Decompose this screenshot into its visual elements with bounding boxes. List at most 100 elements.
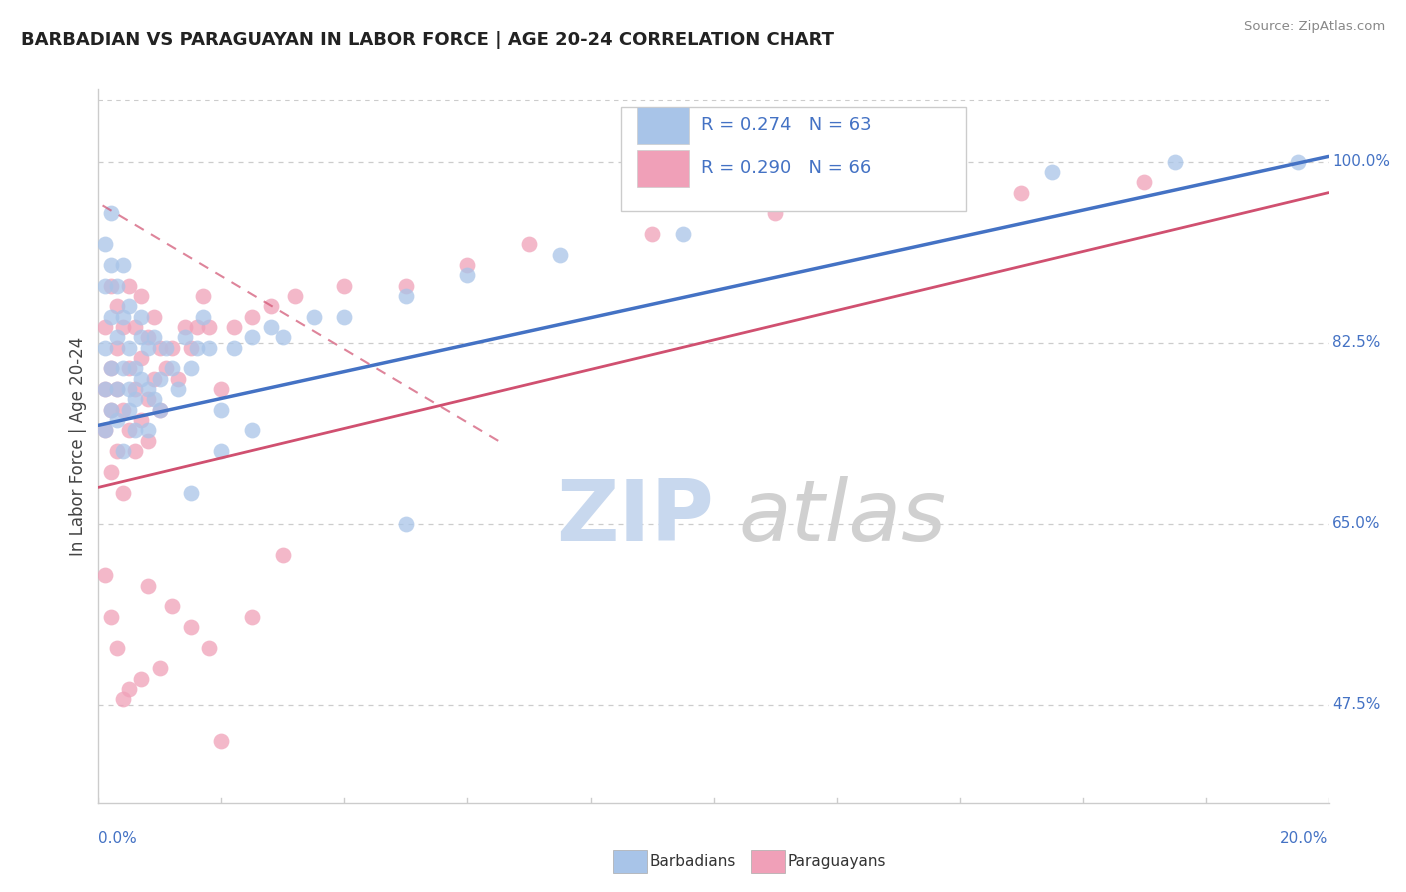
Point	[149, 372, 172, 386]
Point	[260, 299, 283, 313]
Point	[105, 341, 128, 355]
Point	[211, 402, 233, 417]
Point	[105, 640, 128, 655]
Text: 65.0%: 65.0%	[1333, 516, 1381, 531]
Point	[93, 237, 115, 252]
Point	[136, 579, 159, 593]
Point	[240, 609, 263, 624]
FancyBboxPatch shape	[637, 107, 689, 145]
Point	[180, 620, 202, 634]
Point	[155, 361, 177, 376]
Point	[456, 268, 478, 283]
Point	[93, 382, 115, 396]
Point	[456, 258, 478, 272]
Point	[105, 382, 128, 396]
Point	[118, 382, 141, 396]
Text: ZIP: ZIP	[555, 475, 714, 559]
Point	[124, 392, 146, 407]
Point	[162, 599, 183, 614]
Text: 0.0%: 0.0%	[98, 831, 138, 846]
Point	[105, 444, 128, 458]
Point	[100, 278, 122, 293]
Text: R = 0.290   N = 66: R = 0.290 N = 66	[702, 159, 872, 177]
Point	[93, 382, 115, 396]
Point	[333, 278, 356, 293]
Point	[167, 382, 190, 396]
Point	[100, 609, 122, 624]
Point	[118, 361, 141, 376]
Point	[124, 320, 146, 334]
Point	[240, 310, 263, 324]
Text: Paraguayans: Paraguayans	[787, 855, 886, 869]
Point	[918, 186, 941, 200]
Text: Barbadians: Barbadians	[650, 855, 735, 869]
Point	[124, 444, 146, 458]
Point	[302, 310, 325, 324]
Point	[136, 330, 159, 344]
Point	[131, 351, 153, 365]
Point	[180, 485, 202, 500]
Point	[112, 402, 135, 417]
Point	[124, 382, 146, 396]
Point	[173, 320, 195, 334]
Point	[763, 196, 786, 211]
Point	[118, 681, 141, 696]
Point	[105, 278, 128, 293]
Point	[548, 248, 571, 262]
Point	[100, 402, 122, 417]
Text: Source: ZipAtlas.com: Source: ZipAtlas.com	[1244, 20, 1385, 33]
Point	[284, 289, 307, 303]
Point	[155, 341, 177, 355]
Point	[100, 310, 122, 324]
Point	[118, 278, 141, 293]
Point	[93, 424, 115, 438]
FancyBboxPatch shape	[637, 150, 689, 187]
Point	[112, 361, 135, 376]
Point	[271, 548, 294, 562]
Point	[118, 299, 141, 313]
Point	[149, 661, 172, 675]
Point	[118, 424, 141, 438]
Point	[1164, 154, 1187, 169]
Point	[395, 516, 418, 531]
Point	[100, 361, 122, 376]
Point	[100, 402, 122, 417]
Point	[142, 392, 165, 407]
Point	[112, 320, 135, 334]
Point	[260, 320, 283, 334]
Point	[222, 320, 245, 334]
Point	[93, 341, 115, 355]
Point	[136, 382, 159, 396]
Text: R = 0.274   N = 63: R = 0.274 N = 63	[702, 116, 872, 134]
Point	[1133, 175, 1156, 189]
Point	[93, 424, 115, 438]
Text: BARBADIAN VS PARAGUAYAN IN LABOR FORCE | AGE 20-24 CORRELATION CHART: BARBADIAN VS PARAGUAYAN IN LABOR FORCE |…	[21, 31, 834, 49]
Point	[105, 330, 128, 344]
Point	[131, 289, 153, 303]
Point	[131, 330, 153, 344]
Point	[112, 258, 135, 272]
Text: atlas: atlas	[738, 475, 946, 559]
Point	[124, 361, 146, 376]
Point	[672, 227, 695, 241]
Y-axis label: In Labor Force | Age 20-24: In Labor Force | Age 20-24	[69, 336, 87, 556]
Point	[191, 289, 214, 303]
Point	[112, 485, 135, 500]
Point	[763, 206, 786, 220]
Point	[149, 341, 172, 355]
Point	[180, 361, 202, 376]
Point	[118, 402, 141, 417]
Point	[186, 341, 208, 355]
Point	[131, 310, 153, 324]
Point	[124, 424, 146, 438]
Point	[149, 402, 172, 417]
Point	[191, 310, 214, 324]
Point	[93, 320, 115, 334]
Point	[180, 341, 202, 355]
FancyBboxPatch shape	[621, 107, 966, 211]
Point	[136, 341, 159, 355]
Point	[93, 568, 115, 582]
Point	[1286, 154, 1309, 169]
Point	[105, 413, 128, 427]
Point	[395, 289, 418, 303]
